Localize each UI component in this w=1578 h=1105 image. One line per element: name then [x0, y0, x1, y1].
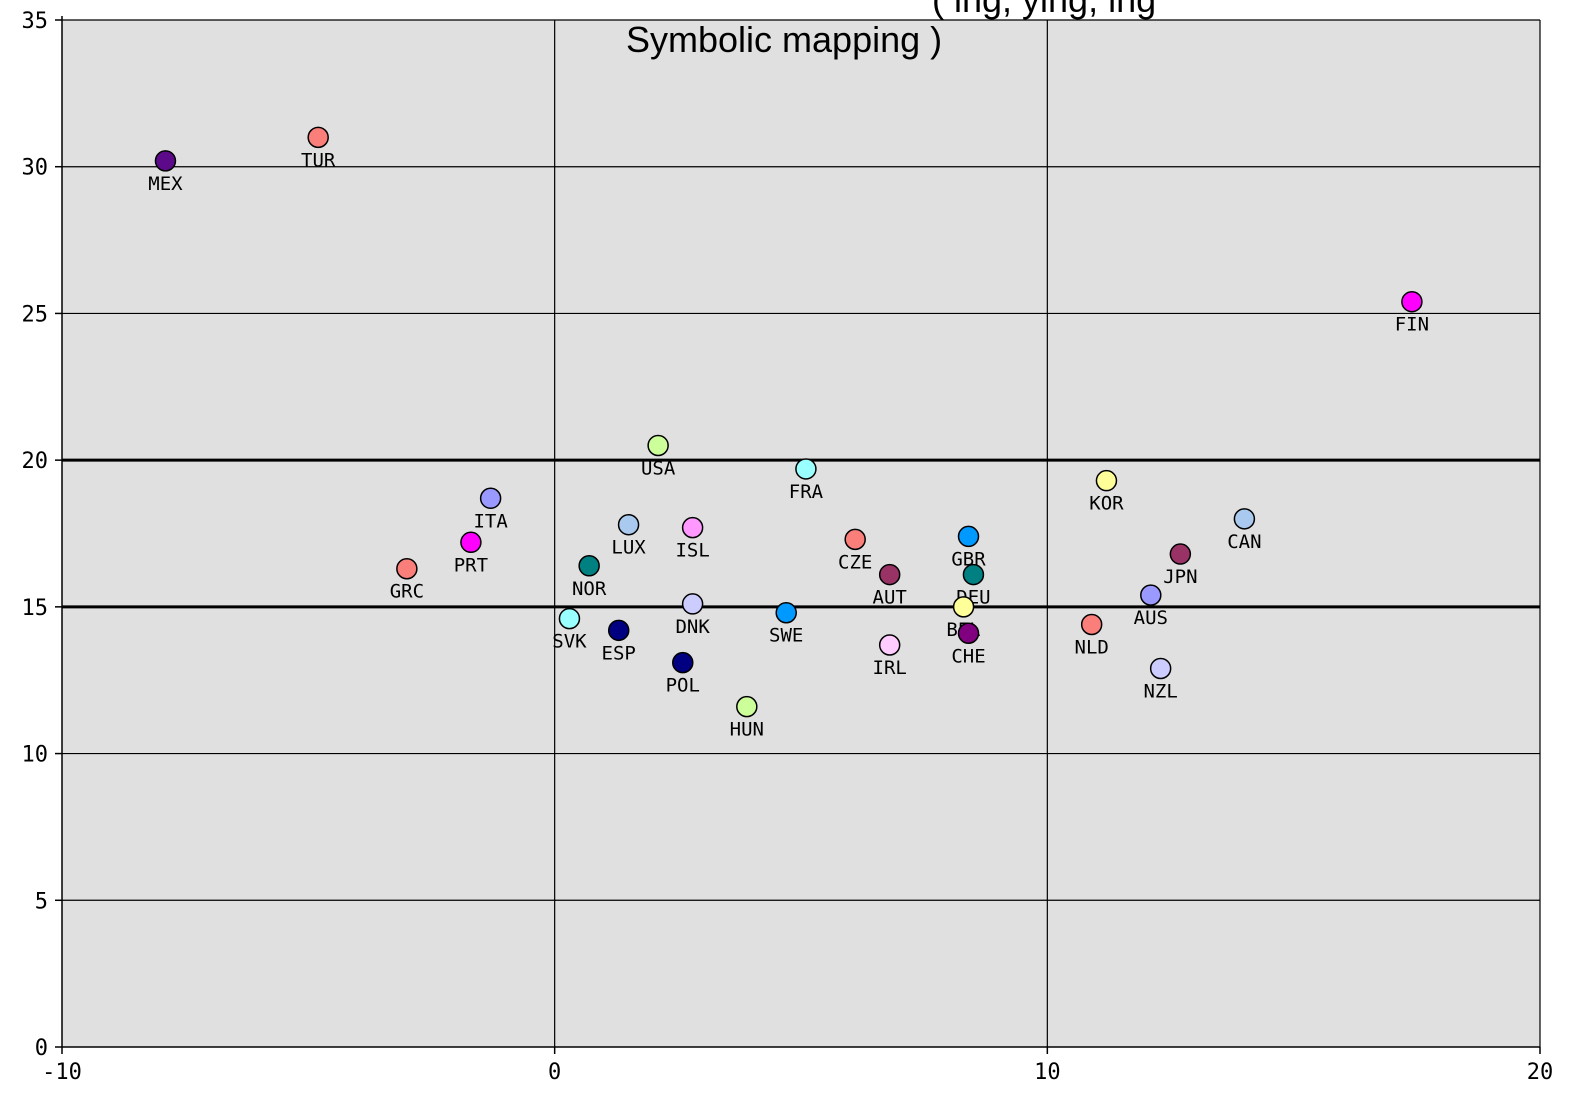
data-point-cze	[844, 528, 866, 551]
y-tick-label: 5	[35, 889, 48, 914]
y-tick-label: 25	[22, 302, 49, 327]
point-label-aus: AUS	[1134, 607, 1168, 629]
point-label-swe: SWE	[769, 625, 803, 647]
point-label-can: CAN	[1227, 531, 1261, 553]
chart-title: ( ing, ying, ing Symbolic mapping )	[626, 0, 1156, 60]
data-point-lux	[617, 513, 640, 536]
data-point-tur	[307, 126, 329, 149]
point-label-fin: FIN	[1395, 314, 1429, 336]
data-point-swe	[775, 601, 797, 624]
data-point-hun	[736, 695, 758, 718]
y-tick-label: 10	[22, 743, 49, 768]
chart-title-line-2: Symbolic mapping )	[626, 19, 942, 60]
data-point-aut	[878, 563, 901, 586]
point-label-nzl: NZL	[1143, 680, 1177, 702]
data-point-usa	[647, 434, 669, 457]
data-point-aus	[1140, 584, 1162, 606]
point-label-esp: ESP	[602, 642, 636, 664]
x-tick-label: 0	[548, 1060, 561, 1085]
x-tick-label: -10	[42, 1060, 82, 1085]
point-label-grc: GRC	[390, 581, 424, 603]
point-label-aut: AUT	[873, 587, 907, 609]
point-label-prt: PRT	[454, 554, 488, 576]
point-label-svk: SVK	[552, 631, 587, 653]
data-point-grc	[396, 557, 418, 580]
x-tick-label: 10	[1034, 1060, 1061, 1085]
point-label-hun: HUN	[730, 719, 764, 741]
axes	[61, 16, 1540, 1048]
data-point-esp	[607, 619, 630, 642]
point-label-nor: NOR	[572, 578, 607, 600]
data-point-can	[1233, 508, 1256, 530]
point-label-ita: ITA	[473, 510, 508, 532]
y-tick-label: 30	[22, 156, 49, 181]
y-tick-label: 0	[35, 1036, 48, 1061]
data-point-ita	[479, 487, 502, 510]
data-point-fra	[795, 458, 817, 480]
data-point-prt	[460, 531, 482, 554]
y-tick-label: 35	[22, 9, 49, 34]
point-label-jpn: JPN	[1163, 566, 1197, 588]
data-point-isl	[681, 516, 704, 539]
data-point-che	[957, 622, 980, 645]
point-label-cze: CZE	[838, 551, 872, 573]
data-point-kor	[1095, 469, 1118, 492]
y-tick-label: 20	[22, 449, 49, 474]
point-label-pol: POL	[666, 675, 700, 697]
y-tick-label: 15	[22, 596, 49, 621]
data-point-nor	[578, 555, 600, 577]
data-point-svk	[558, 607, 581, 630]
point-label-lux: LUX	[611, 537, 646, 559]
chart-title-line-1: ( ing, ying, ing	[932, 0, 1156, 20]
point-label-nld: NLD	[1075, 636, 1109, 658]
point-label-irl: IRL	[873, 657, 907, 679]
point-label-che: CHE	[951, 645, 985, 667]
data-point-irl	[878, 634, 901, 656]
data-point-deu	[962, 563, 985, 586]
data-point-pol	[672, 651, 694, 674]
data-point-bel	[952, 596, 975, 618]
point-label-isl: ISL	[675, 540, 709, 562]
data-point-nzl	[1149, 657, 1172, 680]
data-point-fin	[1401, 290, 1423, 313]
data-point-jpn	[1169, 543, 1192, 565]
data-point-nld	[1080, 613, 1103, 636]
data-point-dnk	[681, 593, 704, 615]
plot-area	[62, 20, 1540, 1047]
point-label-dnk: DNK	[675, 616, 710, 638]
point-label-usa: USA	[641, 457, 676, 479]
data-point-gbr	[957, 525, 980, 548]
point-label-tur: TUR	[301, 149, 336, 171]
point-label-mex: MEX	[148, 173, 183, 195]
data-point-mex	[154, 150, 177, 172]
point-label-kor: KOR	[1089, 493, 1124, 515]
point-label-fra: FRA	[789, 481, 824, 503]
x-tick-label: 20	[1527, 1060, 1554, 1085]
